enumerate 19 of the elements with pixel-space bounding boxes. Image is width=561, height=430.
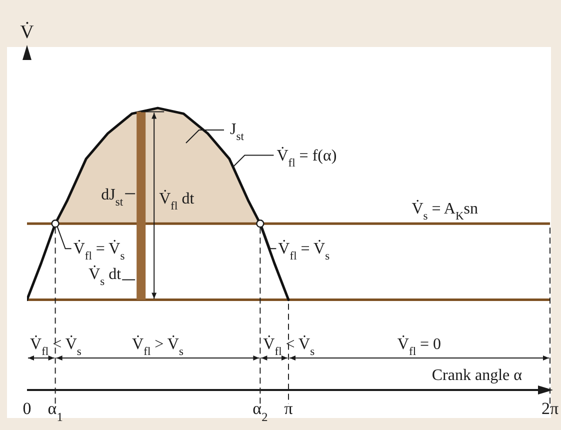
annotation: V̇$_{fl}$ < V̇$_{s}$ (263, 335, 316, 358)
annotation: V̇$_{fl}$ = f(α) (276, 146, 337, 170)
x-axis-title: Crank angle α (432, 367, 523, 384)
annotation: V̇$_{fl}$ < V̇$_{s}$ (30, 335, 82, 358)
y-axis-title: V̇ (20, 21, 34, 43)
annotation: J$_{st}$ (230, 121, 245, 143)
annotation: V̇$_{fl}$ = V̇$_{s}$ (73, 240, 126, 263)
x-tick-label: 2π (541, 399, 559, 418)
annotation: V̇$_{fl}$ dt (159, 190, 195, 213)
annotation: dJ$_{st}$ (101, 186, 124, 209)
annotation: V̇$_{fl}$ = 0 (397, 335, 442, 358)
x-tick-label: π (284, 399, 294, 418)
ref-line-label: V̇$_{s}$ = A$_{K}$sn (412, 200, 478, 223)
ref-line-label: α$_{1}$ (48, 399, 63, 424)
annotation: V̇$_{s}$ dt (88, 264, 122, 288)
x-tick-label: 0 (22, 399, 32, 418)
annotation: V̇$_{fl}$ = V̇$_{s}$ (278, 240, 330, 263)
annotation: V̇$_{fl}$ > V̇$_{s}$ (132, 335, 184, 358)
ref-line-label: α$_{2}$ (252, 399, 268, 424)
